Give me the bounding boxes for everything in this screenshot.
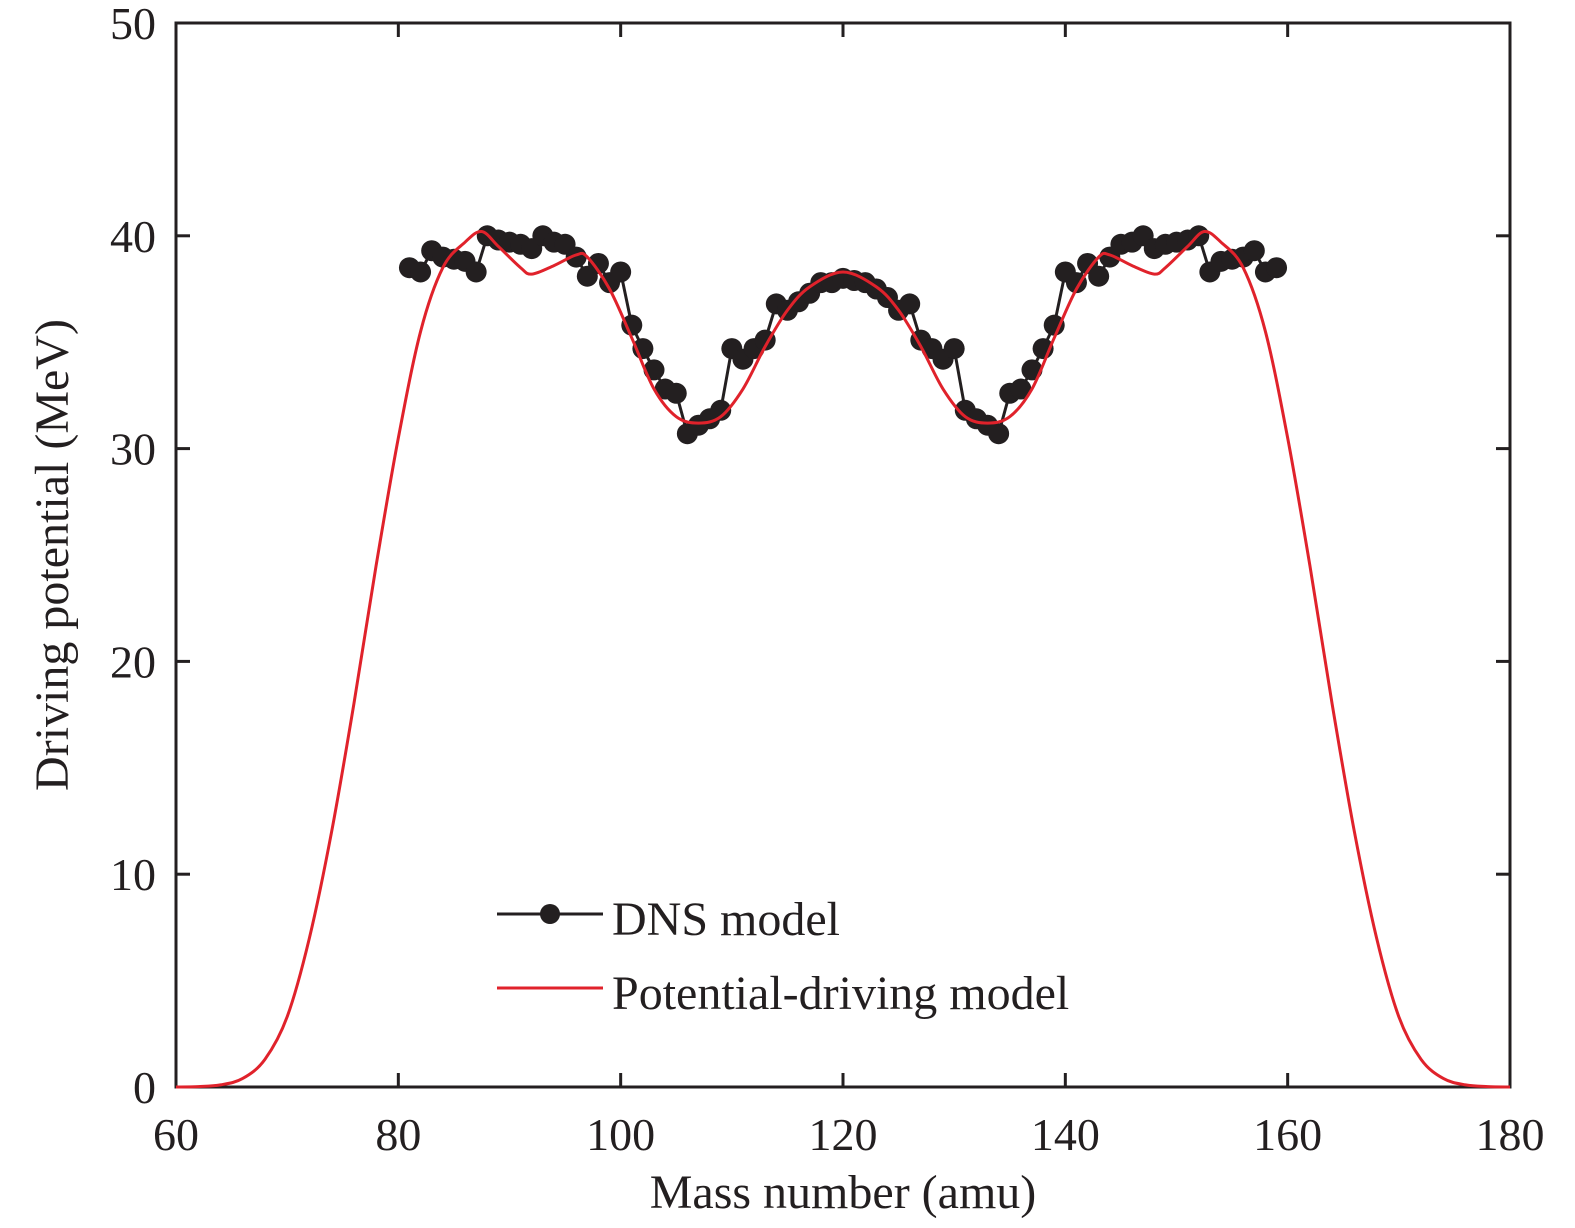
y-axis-title: Driving potential (MeV): [26, 319, 79, 791]
x-tick-label: 140: [1031, 1109, 1100, 1160]
dns-model-point: [665, 382, 687, 404]
x-axis-title: Mass number (amu): [650, 1166, 1037, 1219]
legend-potential-label: Potential-driving model: [612, 967, 1069, 1020]
dns-model-point: [1266, 257, 1288, 279]
x-tick-label: 100: [586, 1109, 655, 1160]
ticks: 60 80 100 120 140 160 180 0 10 20 30 40 50: [110, 0, 1545, 1160]
dns-model-point: [1043, 314, 1065, 336]
dns-model-point: [410, 261, 432, 283]
x-tick-label: 60: [153, 1109, 199, 1160]
legend-dns-marker: [540, 904, 560, 924]
dns-model-line: [408, 233, 1278, 437]
y-tick-label: 40: [110, 211, 156, 262]
potential-driving-model-line: [175, 230, 1511, 1089]
axes: [174, 21, 1512, 1089]
dns-model-point: [565, 246, 587, 268]
dns-model-point: [610, 261, 632, 283]
y-tick-label: 0: [133, 1062, 156, 1113]
dns-model-point: [943, 338, 965, 360]
dns-model-point: [587, 252, 609, 274]
x-tick-label: 180: [1476, 1109, 1545, 1160]
dns-model-point: [1088, 265, 1110, 287]
dns-model-point: [988, 423, 1010, 445]
legend-dns-label: DNS model: [612, 893, 840, 946]
dns-model-point: [1243, 240, 1265, 262]
dns-model-point: [621, 314, 643, 336]
y-tick-label: 20: [110, 636, 156, 687]
plot-frame: [174, 21, 1512, 1089]
x-tick-label: 160: [1253, 1109, 1322, 1160]
y-tick-label: 30: [110, 424, 156, 475]
x-tick-label: 80: [375, 1109, 421, 1160]
x-tick-label: 120: [809, 1109, 878, 1160]
dns-model-point: [710, 399, 732, 421]
y-tick-label: 50: [110, 0, 156, 49]
dns-model-point: [899, 293, 921, 315]
legend: DNS model Potential-driving model: [497, 893, 1069, 1020]
plot-series: [175, 225, 1511, 1089]
y-tick-label: 10: [110, 849, 156, 900]
dns-model-point: [465, 261, 487, 283]
dns-model-point: [1010, 378, 1032, 400]
